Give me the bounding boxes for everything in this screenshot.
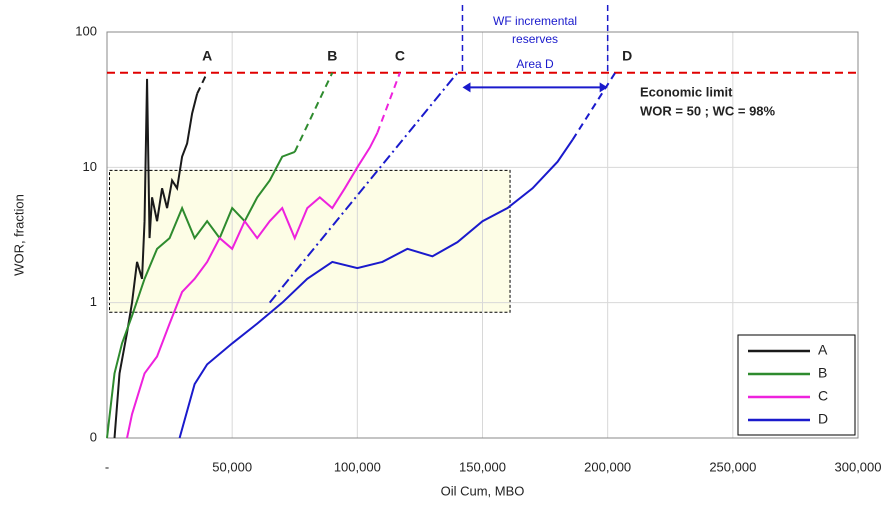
extrapolation: [293, 72, 334, 153]
series-line: [113, 78, 199, 439]
x-tick-label: 150,000: [459, 459, 506, 474]
reserves-label-line: WF incremental: [493, 14, 577, 28]
y-axis-label: WOR, fraction: [11, 194, 26, 276]
reserves-label: WF incremental reserves: [493, 14, 577, 46]
curve-label: D: [622, 47, 632, 63]
y-tick-label: 100: [75, 23, 97, 38]
x-tick-label: 100,000: [334, 459, 381, 474]
economic-limit-note: WOR = 50 ; WC = 98%: [640, 103, 776, 118]
x-tick-label: 300,000: [835, 459, 882, 474]
legend-label: B: [818, 365, 827, 381]
legend-label: C: [818, 388, 828, 404]
curve-label: C: [395, 47, 405, 63]
extrapolation: [571, 72, 617, 141]
legend-label: A: [818, 342, 828, 358]
extrapolation: [196, 72, 209, 95]
x-axis-label: Oil Cum, MBO: [441, 483, 525, 498]
area-label: Area D: [516, 57, 554, 71]
series-line: [126, 132, 379, 439]
y-tick-label: 10: [83, 159, 97, 174]
x-tick-label: 250,000: [709, 459, 756, 474]
plot-frame: [106, 31, 859, 439]
dash-dot-line: [268, 72, 459, 304]
x-tick-label: 200,000: [584, 459, 631, 474]
legend-label: D: [818, 411, 828, 427]
reserves-label-line: reserves: [512, 32, 558, 46]
economic-limit-label: Economic limit: [640, 84, 733, 99]
series-line: [106, 150, 296, 439]
x-tick-label: -: [105, 459, 109, 474]
y-tick-label: 0: [90, 429, 97, 444]
y-tick-label: 1: [90, 294, 97, 309]
curve-label: A: [202, 47, 212, 63]
curve-label: B: [327, 47, 337, 63]
series-line: [178, 139, 574, 439]
extrapolation: [376, 72, 401, 134]
highlight-box: [109, 169, 511, 313]
x-tick-label: 50,000: [212, 459, 252, 474]
